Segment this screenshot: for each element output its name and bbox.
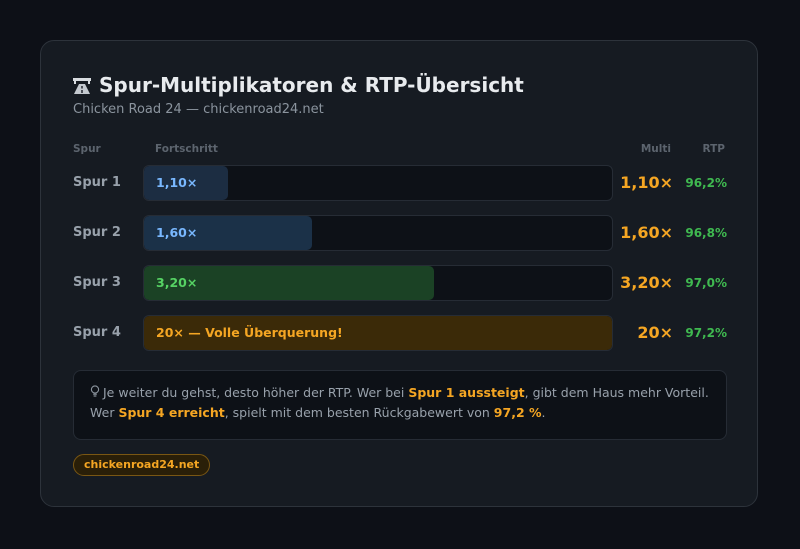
column-header-rtp: RTP [702,143,725,155]
lane-label: Spur 4 [73,325,121,340]
info-text: , gibt dem Haus mehr Vorteil. Wer [90,385,709,420]
multiplier-value: 3,20× [620,273,673,292]
lane-row: Spur 1 1,10× 1,10× 96,2% [41,165,759,201]
rtp-value: 97,0% [685,276,727,290]
column-header-multi: Multi [640,143,671,155]
rtp-value: 97,2% [685,326,727,340]
column-header-progress: Fortschritt [155,143,218,155]
progress-track: 1,60× [143,215,613,251]
lightbulb-icon [90,385,100,397]
multiplier-value: 1,10× [620,173,673,192]
lane-label: Spur 2 [73,225,121,240]
progress-fill [144,266,435,300]
lane-row: Spur 4 20× — Volle Überquerung! 20× 97,2… [41,315,759,351]
progress-fill [144,166,229,200]
road-icon [73,78,91,94]
lane-row: Spur 3 3,20× 3,20× 97,0% [41,265,759,301]
column-header-lane: Spur [73,143,101,155]
multiplier-value: 1,60× [620,223,673,242]
progress-track: 3,20× [143,265,613,301]
rtp-card: Spur-Multiplikatoren & RTP-Übersicht Chi… [40,40,758,507]
progress-track: 20× — Volle Überquerung! [143,315,613,351]
info-note: Je weiter du gehst, desto höher der RTP.… [73,370,727,440]
progress-fill [144,216,313,250]
info-text: Je weiter du gehst, desto höher der RTP.… [103,385,409,400]
info-text: , spielt mit dem besten Rückgabewert von [224,405,494,420]
info-highlight: Spur 1 aussteigt [408,385,525,400]
info-highlight: 97,2 % [493,405,542,420]
progress-label: 1,60× [156,225,198,240]
site-badge[interactable]: chickenroad24.net [73,454,211,476]
page-subtitle: Chicken Road 24 — chickenroad24.net [73,102,324,117]
info-text: . [541,405,546,420]
page-title: Spur-Multiplikatoren & RTP-Übersicht [99,73,524,97]
info-highlight: Spur 4 erreicht [118,405,225,420]
progress-label: 20× — Volle Überquerung! [156,325,343,340]
lane-row: Spur 2 1,60× 1,60× 96,8% [41,215,759,251]
progress-fill [144,316,612,350]
progress-track: 1,10× [143,165,613,201]
rtp-value: 96,8% [685,226,727,240]
progress-label: 1,10× [156,175,198,190]
progress-label: 3,20× [156,275,198,290]
lane-label: Spur 3 [73,275,121,290]
multiplier-value: 20× [637,323,673,342]
rtp-value: 96,2% [685,176,727,190]
lane-label: Spur 1 [73,175,121,190]
card-title: Spur-Multiplikatoren & RTP-Übersicht [73,73,524,97]
